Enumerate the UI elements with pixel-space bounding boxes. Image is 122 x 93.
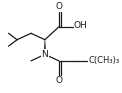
Text: O: O [55, 2, 62, 11]
Text: C(CH₃)₃: C(CH₃)₃ [89, 56, 120, 65]
Polygon shape [44, 40, 46, 54]
Text: OH: OH [74, 21, 88, 30]
Text: N: N [42, 50, 48, 59]
Text: O: O [55, 76, 62, 85]
